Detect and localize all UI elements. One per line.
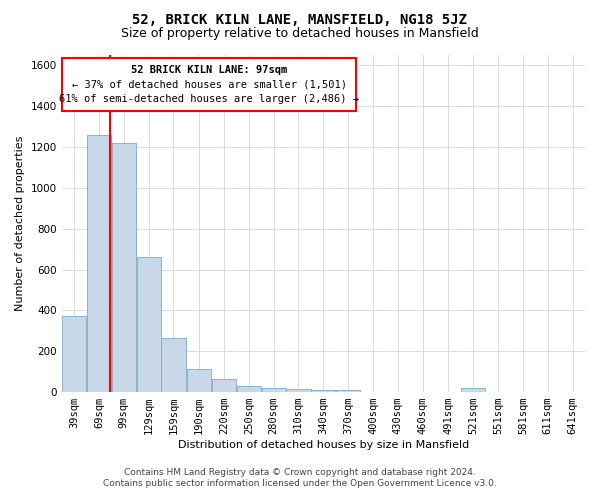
Bar [311, 390, 335, 392]
Text: Contains HM Land Registry data © Crown copyright and database right 2024.
Contai: Contains HM Land Registry data © Crown c… [103, 468, 497, 487]
Bar [87, 134, 111, 392]
Bar [461, 388, 485, 392]
Bar [237, 386, 261, 392]
Text: 61% of semi-detached houses are larger (2,486) →: 61% of semi-detached houses are larger (… [59, 94, 359, 104]
Bar [161, 338, 185, 392]
Bar [286, 389, 311, 392]
Bar [187, 368, 211, 392]
Bar [212, 379, 236, 392]
Bar [262, 388, 286, 392]
Bar [336, 390, 360, 392]
Text: 52 BRICK KILN LANE: 97sqm: 52 BRICK KILN LANE: 97sqm [131, 64, 287, 74]
Y-axis label: Number of detached properties: Number of detached properties [15, 136, 25, 311]
Text: ← 37% of detached houses are smaller (1,501): ← 37% of detached houses are smaller (1,… [72, 80, 347, 90]
Bar [137, 257, 161, 392]
Bar [62, 58, 356, 111]
Bar [112, 143, 136, 392]
Text: Size of property relative to detached houses in Mansfield: Size of property relative to detached ho… [121, 28, 479, 40]
Text: 52, BRICK KILN LANE, MANSFIELD, NG18 5JZ: 52, BRICK KILN LANE, MANSFIELD, NG18 5JZ [133, 12, 467, 26]
Bar [62, 316, 86, 392]
X-axis label: Distribution of detached houses by size in Mansfield: Distribution of detached houses by size … [178, 440, 469, 450]
